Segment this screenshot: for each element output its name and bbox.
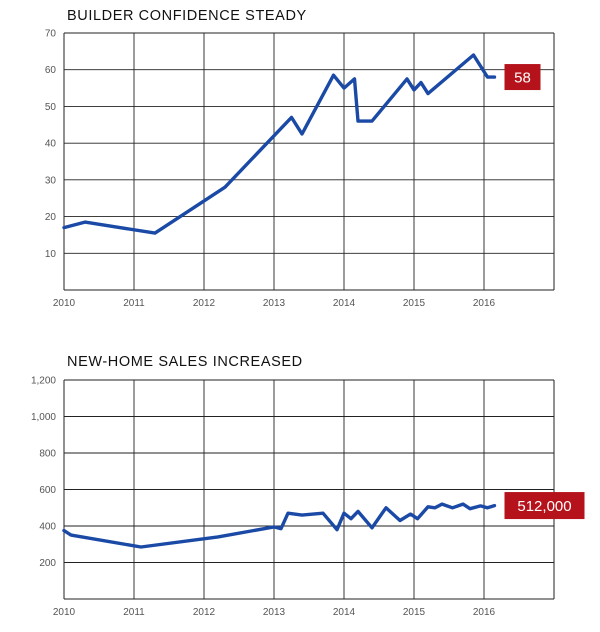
y-tick-label: 70	[45, 29, 57, 40]
x-tick-label: 2012	[193, 298, 216, 309]
y-tick-label: 1,000	[31, 412, 56, 423]
y-tick-label: 40	[45, 139, 57, 150]
x-tick-label: 2011	[123, 298, 145, 309]
x-tick-label: 2015	[403, 607, 426, 618]
x-tick-label: 2010	[53, 298, 76, 309]
chart-title: BUILDER CONFIDENCE STEADY	[67, 8, 307, 24]
y-tick-label: 60	[45, 65, 57, 76]
x-tick-label: 2015	[403, 298, 426, 309]
y-tick-label: 400	[39, 522, 56, 533]
y-tick-label: 600	[39, 485, 56, 496]
x-tick-label: 2011	[123, 607, 145, 618]
value-callout-label: 58	[514, 70, 531, 87]
x-tick-label: 2013	[263, 298, 286, 309]
x-tick-label: 2010	[53, 607, 76, 618]
chart-title: NEW-HOME SALES INCREASED	[67, 354, 303, 370]
x-tick-label: 2014	[333, 607, 356, 618]
x-tick-label: 2016	[473, 607, 496, 618]
new-home-sales-plot: 200 400 600 800 1,000 1,200 2010 2011 2012 2013 20…	[31, 376, 585, 618]
y-tick-label: 50	[45, 102, 57, 113]
y-tick-label: 800	[39, 449, 56, 460]
y-tick-label: 1,200	[31, 376, 56, 387]
y-tick-label: 30	[45, 175, 57, 186]
x-tick-label: 2012	[193, 607, 216, 618]
y-tick-label: 20	[45, 212, 57, 223]
series-line	[62, 53, 497, 235]
x-tick-label: 2016	[473, 298, 496, 309]
value-callout-badge	[504, 64, 541, 91]
value-callout-label: 512,000	[517, 498, 571, 515]
x-tick-label: 2013	[263, 607, 286, 618]
builder-confidence-chart: BUILDER CONFIDENCE STEADY 10 20 30 40 50 60 70…	[45, 8, 555, 309]
y-tick-label: 200	[39, 558, 56, 569]
series-line	[62, 502, 497, 549]
new-home-sales-chart: NEW-HOME SALES INCREASED 200 400 600 800 1,0…	[0, 316, 600, 632]
y-tick-label: 10	[45, 249, 57, 260]
x-tick-label: 2014	[333, 298, 356, 309]
builder-confidence-plot: 10 20 30 40 50 60 70 2010 2011 2012 2013 2014 2015 20…	[45, 29, 555, 309]
value-callout-badge	[504, 492, 585, 520]
